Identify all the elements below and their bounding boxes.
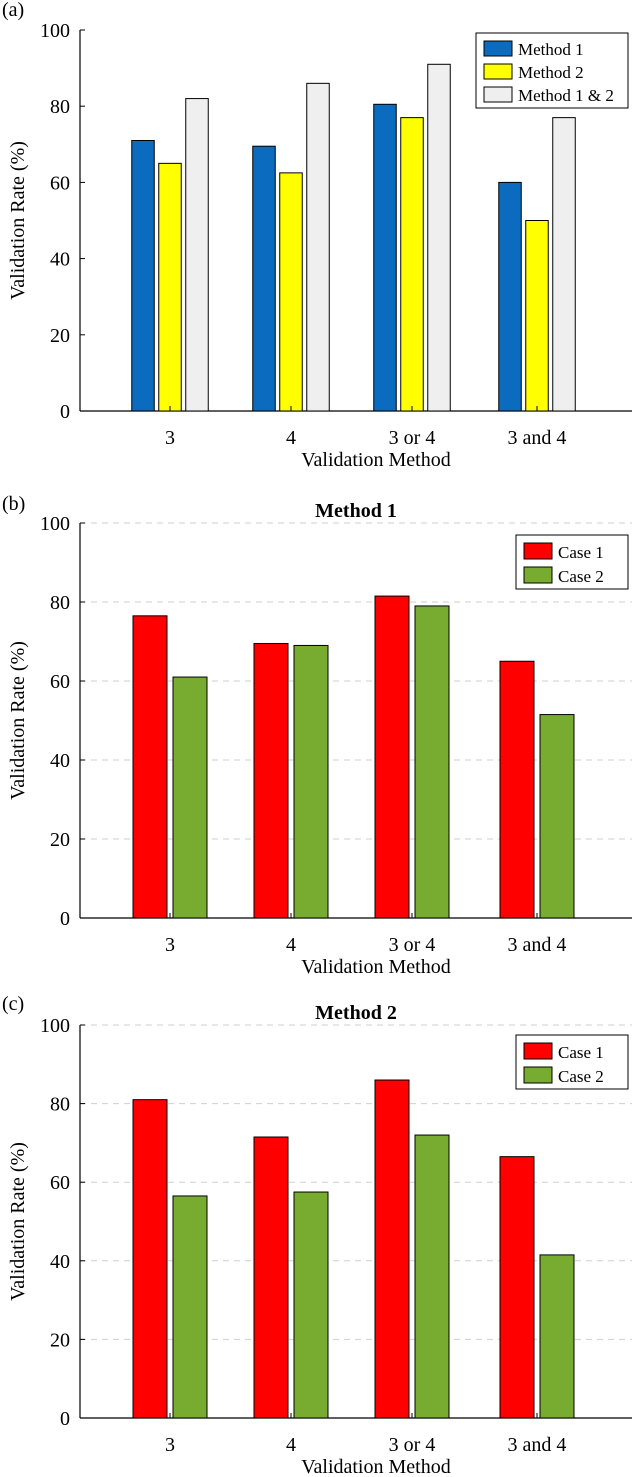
- y-tick-label: 0: [60, 1408, 70, 1430]
- bar-method-2-3: [158, 162, 182, 412]
- chart-title: Method 2: [315, 1002, 397, 1024]
- legend-entry: Method 1 & 2: [518, 86, 614, 105]
- x-tick-label: 4: [286, 1434, 296, 1456]
- legend: Method 1 Method 2 Method 1 & 2: [475, 32, 629, 109]
- y-tick-label: 0: [60, 401, 70, 423]
- x-tick-label: 3 and 4: [508, 1434, 567, 1456]
- y-tick-label: 60: [50, 172, 70, 194]
- bar-method-1-2-3-or-4: [427, 63, 451, 412]
- x-tick-label: 4: [286, 427, 296, 449]
- x-axis-label: Validation Method: [301, 449, 450, 471]
- y-tick-label: 40: [50, 1251, 70, 1273]
- bar-method-1-3-or-4: [373, 103, 397, 412]
- panel-label: (b): [2, 493, 25, 515]
- bar-method-2-3-or-4: [400, 117, 424, 412]
- bar-case-1-3: [132, 1099, 168, 1419]
- bar-case-1-4: [253, 642, 289, 919]
- bar-method-1-4: [252, 145, 276, 412]
- legend-swatch: [523, 542, 553, 560]
- y-tick-label: 20: [50, 829, 70, 851]
- bar-method-1-3-and-4: [498, 181, 522, 412]
- bar-case-2-4: [293, 644, 329, 919]
- bar-method-1-3: [131, 139, 155, 412]
- x-axis-label: Validation Method: [301, 1456, 450, 1477]
- legend-swatch: [523, 1042, 553, 1060]
- chart-panel-1: (a) 0 20 40 60 80 100 Validation Rate (%) 3 4 3 or…: [2, 0, 632, 471]
- y-tick-label: 100: [40, 1015, 70, 1037]
- y-tick-label: 80: [50, 1094, 70, 1116]
- bar-case-2-3-or-4: [414, 605, 450, 919]
- chart-title: Method 1: [315, 500, 397, 522]
- bar-method-2-4: [279, 172, 303, 412]
- y-tick-label: 20: [50, 1329, 70, 1351]
- y-axis-label: Validation Rate (%): [7, 141, 29, 300]
- y-tick-label: 40: [50, 750, 70, 772]
- bar-case-2-3: [172, 676, 208, 919]
- y-tick-label: 100: [40, 20, 70, 42]
- x-axis-label: Validation Method: [301, 956, 450, 978]
- legend-swatch: [483, 40, 513, 57]
- x-tick-label: 3: [165, 1434, 175, 1456]
- legend: Case 1 Case 2: [515, 534, 629, 590]
- x-tick-label: 3 and 4: [508, 934, 567, 956]
- x-tick-label: 3 and 4: [508, 427, 567, 449]
- legend-swatch: [483, 63, 513, 80]
- legend-entry: Case 1: [558, 1043, 604, 1062]
- x-tick-label: 3 or 4: [389, 934, 436, 956]
- y-tick-label: 0: [60, 908, 70, 930]
- bar-method-1-2-3-and-4: [552, 117, 576, 412]
- chart-panel-3: (c) Method 2 0 20 40 60 80 100 Validation Rate (…: [2, 993, 632, 1477]
- bar-method-2-3-and-4: [525, 220, 549, 412]
- x-tick-label: 3 or 4: [389, 427, 436, 449]
- y-tick-label: 80: [50, 592, 70, 614]
- y-tick-label: 40: [50, 249, 70, 271]
- y-tick-label: 20: [50, 325, 70, 347]
- legend-swatch: [523, 1066, 553, 1084]
- panel-label: (c): [2, 993, 24, 1015]
- bar-case-2-3-or-4: [414, 1134, 450, 1419]
- legend-entry: Case 2: [558, 1067, 604, 1086]
- bar-case-1-3-and-4: [499, 1156, 535, 1419]
- y-axis-label: Validation Rate (%): [7, 1142, 29, 1301]
- x-tick-label: 3: [165, 427, 175, 449]
- bar-method-1-2-3: [185, 98, 209, 412]
- x-tick-label: 3 or 4: [389, 1434, 436, 1456]
- bar-case-2-3-and-4: [539, 714, 575, 919]
- bar-case-1-3: [132, 615, 168, 919]
- legend-swatch: [483, 86, 513, 103]
- x-tick-label: 3: [165, 934, 175, 956]
- bar-case-1-4: [253, 1136, 289, 1419]
- bar-case-2-3-and-4: [539, 1254, 575, 1419]
- panel-label: (a): [2, 0, 24, 21]
- y-axis-label: Validation Rate (%): [7, 641, 29, 800]
- x-tick-label: 4: [286, 934, 296, 956]
- legend: Case 1 Case 2: [515, 1034, 629, 1090]
- bar-method-1-2-4: [306, 82, 330, 412]
- y-tick-label: 60: [50, 671, 70, 693]
- bar-case-2-3: [172, 1195, 208, 1419]
- bar-case-2-4: [293, 1191, 329, 1419]
- legend-entry: Method 1: [518, 40, 584, 59]
- bar-case-1-3-and-4: [499, 660, 535, 919]
- legend-entry: Case 1: [558, 543, 604, 562]
- legend-swatch: [523, 566, 553, 584]
- y-tick-label: 60: [50, 1172, 70, 1194]
- bar-case-1-3-or-4: [374, 1079, 410, 1419]
- legend-entry: Case 2: [558, 567, 604, 586]
- chart-panel-2: (b) Method 1 0 20 40 60 80 100 Validation Rate (…: [2, 493, 632, 978]
- bar-case-1-3-or-4: [374, 595, 410, 919]
- y-tick-label: 80: [50, 96, 70, 118]
- legend-entry: Method 2: [518, 63, 584, 82]
- y-tick-label: 100: [40, 513, 70, 535]
